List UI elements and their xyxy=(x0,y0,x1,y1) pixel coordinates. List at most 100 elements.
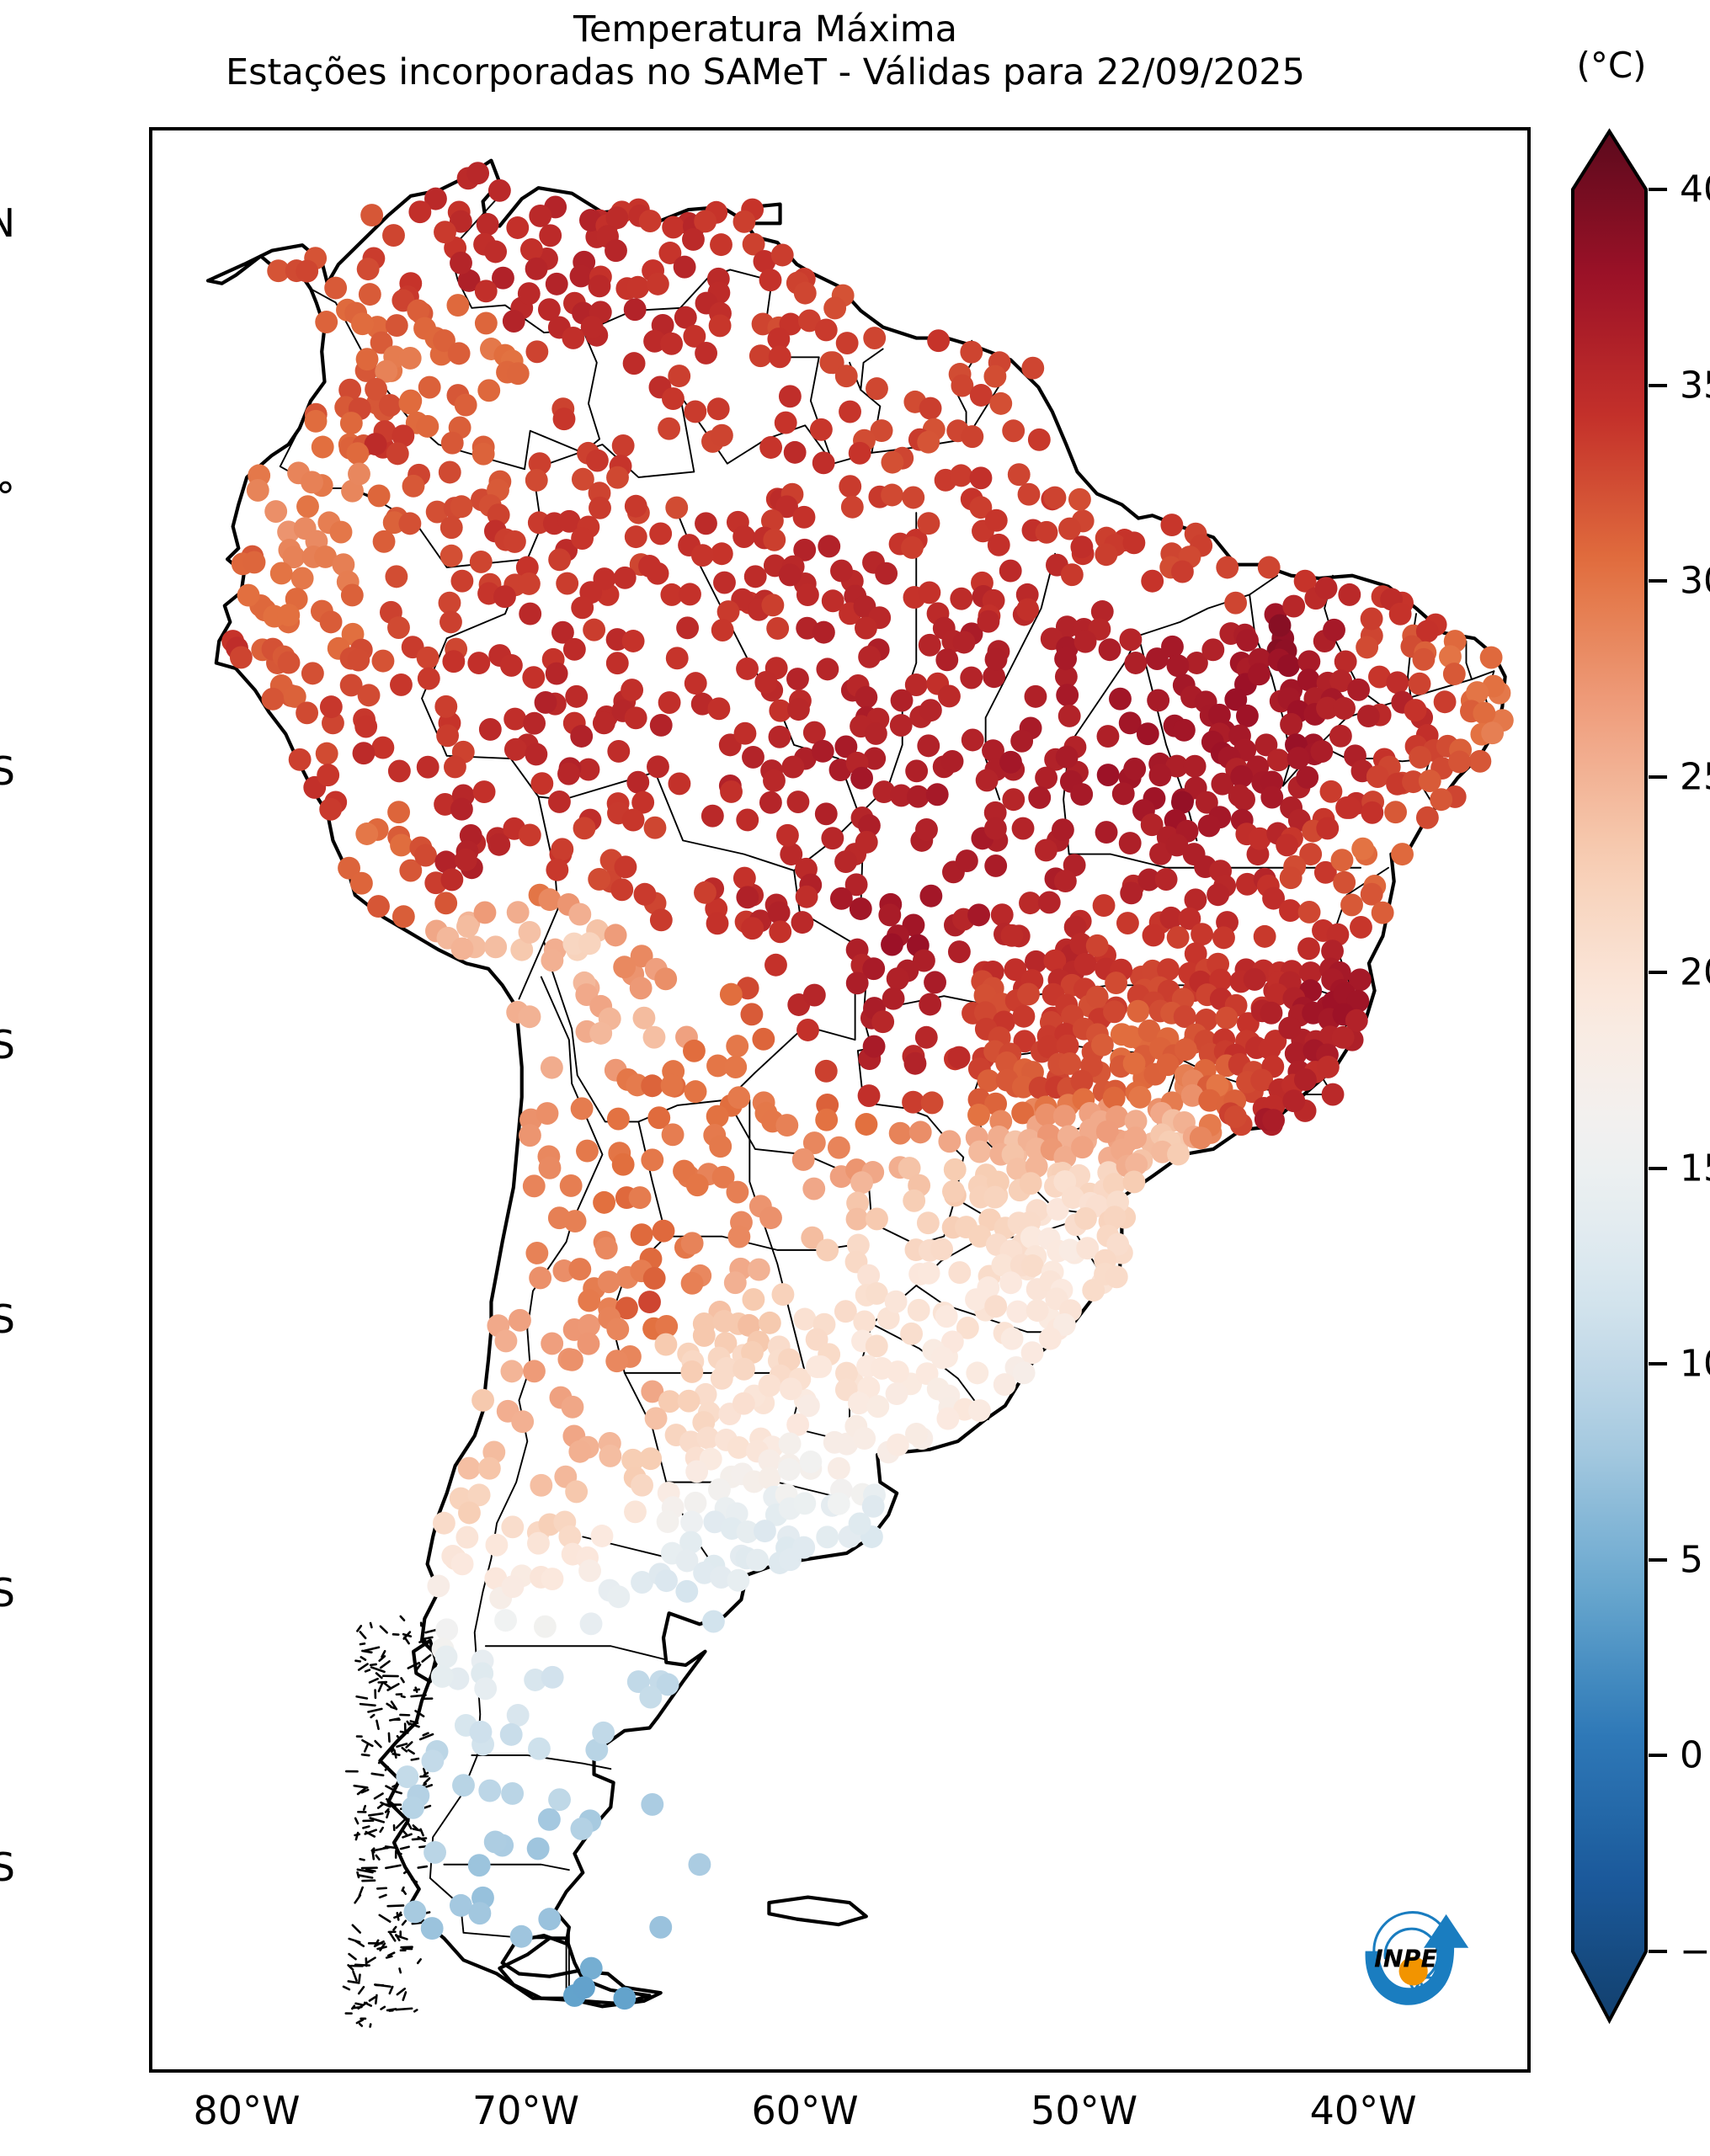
station-point xyxy=(778,1458,801,1481)
station-point xyxy=(742,746,764,769)
station-point xyxy=(580,1957,603,1980)
coast-detail xyxy=(381,1626,387,1632)
station-point xyxy=(1010,730,1033,753)
station-point xyxy=(1097,725,1120,748)
station-point xyxy=(501,1515,524,1538)
station-point xyxy=(919,993,941,1016)
station-point xyxy=(571,1097,594,1120)
colorbar-tick-mark xyxy=(1649,1558,1667,1562)
coast-detail xyxy=(376,1855,380,1860)
station-point xyxy=(264,500,287,523)
station-point xyxy=(918,1262,940,1285)
station-point xyxy=(1070,535,1093,558)
coast-detail xyxy=(365,1648,379,1651)
station-point xyxy=(538,1908,561,1930)
station-point xyxy=(573,817,596,839)
station-point xyxy=(578,932,601,955)
station-point xyxy=(919,397,942,420)
station-point xyxy=(615,855,637,878)
coast-detail xyxy=(402,1921,406,1924)
station-point xyxy=(706,912,729,934)
station-point xyxy=(626,771,649,794)
station-point xyxy=(655,1569,678,1592)
station-point xyxy=(535,691,557,714)
station-point xyxy=(1317,1056,1340,1078)
station-point xyxy=(665,497,688,519)
station-point xyxy=(1191,923,1213,945)
coast-detail xyxy=(424,1637,432,1639)
station-point xyxy=(1310,740,1333,763)
coast-detail xyxy=(394,1915,401,1918)
station-point xyxy=(794,282,817,305)
map-axes xyxy=(149,127,1531,2073)
station-point xyxy=(529,1267,551,1290)
station-point xyxy=(388,760,411,783)
station-point xyxy=(668,365,690,387)
station-point xyxy=(956,849,978,872)
coast-detail xyxy=(349,1954,356,1959)
station-point xyxy=(606,466,629,489)
station-point xyxy=(1258,556,1281,579)
station-point xyxy=(885,1291,908,1313)
station-point xyxy=(386,314,408,337)
station-point xyxy=(448,342,471,365)
station-point xyxy=(1198,814,1221,837)
station-point xyxy=(605,239,627,262)
station-point xyxy=(641,1148,663,1171)
station-point xyxy=(983,365,1006,388)
station-point xyxy=(803,984,826,1007)
station-point xyxy=(775,1114,798,1137)
station-point xyxy=(654,967,677,990)
coast-detail xyxy=(417,1664,420,1669)
station-point xyxy=(1416,807,1439,829)
station-point xyxy=(647,562,669,585)
station-point xyxy=(546,859,568,881)
station-point xyxy=(1149,764,1172,786)
station-point xyxy=(1028,786,1051,809)
station-point xyxy=(503,310,525,333)
coast-detail xyxy=(376,1674,381,1678)
station-point xyxy=(243,551,266,573)
station-point xyxy=(548,791,571,813)
station-point xyxy=(694,881,716,904)
station-point xyxy=(1061,563,1084,586)
station-point xyxy=(589,1022,612,1045)
station-point xyxy=(658,418,680,440)
station-point xyxy=(886,1382,908,1405)
station-point xyxy=(373,530,396,553)
coast-detail xyxy=(424,1778,429,1783)
coast-detail xyxy=(401,1732,408,1733)
station-point xyxy=(440,545,463,567)
colorbar-tick-mark xyxy=(1649,1167,1667,1170)
station-point xyxy=(548,1788,571,1811)
station-point xyxy=(519,603,541,626)
station-point xyxy=(881,484,903,507)
station-point xyxy=(1260,1002,1283,1025)
station-point xyxy=(548,548,571,571)
station-point xyxy=(455,394,477,417)
station-point xyxy=(649,1916,672,1939)
station-point xyxy=(675,1580,698,1603)
station-point xyxy=(849,442,871,465)
station-point xyxy=(1082,1279,1105,1302)
station-point xyxy=(536,1102,559,1125)
station-point xyxy=(709,314,732,337)
station-point xyxy=(622,630,645,652)
station-point xyxy=(633,1007,656,1030)
station-point xyxy=(530,772,553,795)
station-point xyxy=(436,724,459,747)
station-point xyxy=(1404,699,1427,721)
station-point xyxy=(720,983,743,1006)
station-point xyxy=(799,1451,822,1473)
station-point xyxy=(1122,1171,1145,1194)
coast-detail xyxy=(349,1981,360,1983)
station-point xyxy=(435,1618,458,1641)
station-point xyxy=(1105,1265,1128,1288)
station-point xyxy=(455,849,477,871)
station-point xyxy=(1372,902,1394,924)
station-point xyxy=(950,464,972,487)
station-point xyxy=(660,333,683,355)
station-point xyxy=(858,1084,881,1107)
coast-detail xyxy=(356,2004,362,2005)
colorbar-tick-label: 20 xyxy=(1680,951,1710,994)
